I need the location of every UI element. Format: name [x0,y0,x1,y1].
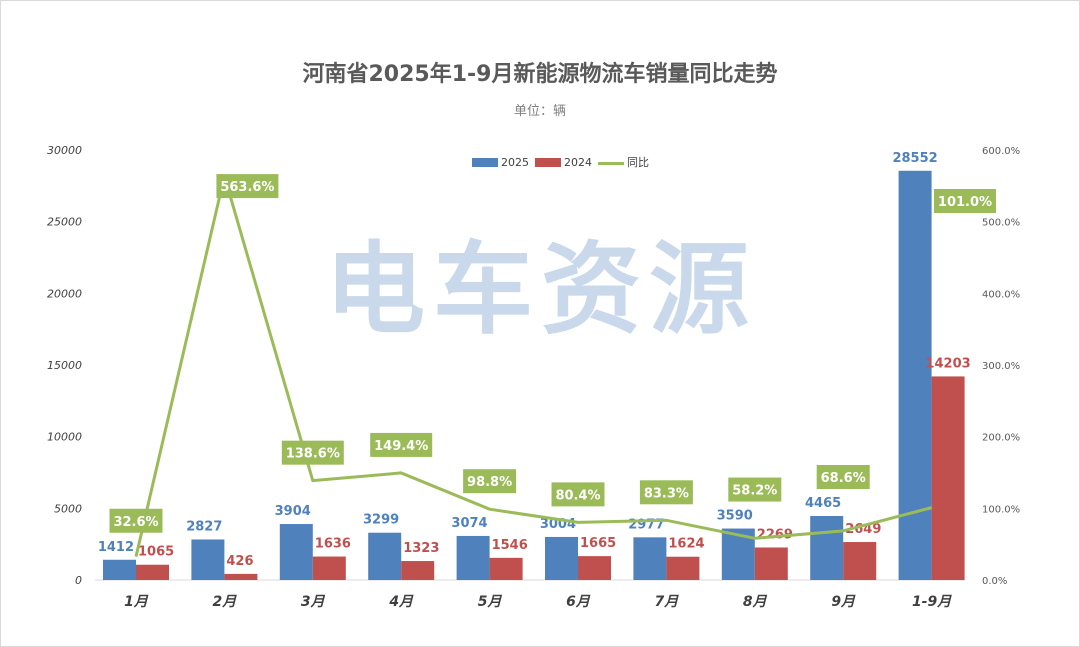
y-right-tick: 0.0% [982,576,1007,587]
y-right-tick: 400.0% [982,289,1020,300]
yoy-label-box [109,508,163,533]
yoy-label-box [728,477,782,502]
bar-2025 [456,535,490,580]
bar-2024 [578,556,611,580]
bar-label-2025: 3299 [363,513,399,528]
bar-2025 [191,539,225,580]
x-tick: 9月 [831,594,856,610]
bar-2024 [843,542,877,580]
x-tick: 1月 [124,594,149,610]
yoy-label: 149.4% [374,439,428,454]
yoy-label-box [551,482,605,507]
bar-2025 [103,559,136,580]
bar-2024 [666,556,700,580]
chart-subtitle: 单位：辆 [513,104,566,119]
bar-label-2024: 1665 [580,536,616,551]
bar-label-2024: 426 [226,554,253,569]
bar-2024 [754,547,788,580]
x-tick: 8月 [743,594,768,610]
yoy-label-box [463,469,517,494]
y-left-tick: 20000 [47,287,82,300]
bar-label-2024: 1323 [403,541,439,556]
yoy-label-box [216,174,279,199]
yoy-label-box [816,465,870,490]
legend-item-yoy: 同比 [598,154,649,170]
x-tick: 5月 [478,594,503,610]
legend: 2025 2024 同比 [472,154,649,170]
y-left-tick: 25000 [47,216,82,229]
bar-2025 [279,524,313,580]
bar-2025 [633,537,667,580]
bar-2024 [312,556,346,580]
bar-label-2024: 1065 [138,545,174,560]
y-right-tick: 300.0% [982,361,1020,372]
legend-item-2025: 2025 [472,156,529,169]
legend-item-2024: 2024 [535,156,592,169]
bar-2025 [810,516,844,580]
chart-title: 河南省2025年1-9月新能源物流车销量同比走势 [302,62,778,87]
yoy-label: 68.6% [821,471,866,486]
yoy-label-box [934,189,996,213]
yoy-label: 138.6% [286,447,340,462]
yoy-label-box [370,432,433,457]
yoy-label: 98.8% [467,475,512,490]
bar-label-2024: 14203 [925,356,970,371]
bar-label-2025: 1412 [98,540,134,555]
y-left-tick: 5000 [54,502,82,515]
yoy-label-box [639,480,693,505]
x-tick: 4月 [388,594,414,610]
bar-2025 [368,532,402,580]
x-tick: 7月 [655,594,680,610]
bar-label-2024: 2649 [845,522,881,537]
bar-label-2024: 1546 [492,538,528,553]
y-right-tick: 600.0% [982,146,1020,157]
x-tick: 2月 [213,594,238,610]
y-left-tick: 15000 [47,359,82,372]
bar-2024 [136,564,169,580]
yoy-label: 80.4% [555,488,600,503]
yoy-line [134,174,932,557]
bar-label-2025: 3074 [451,516,487,531]
bar-label-2024: 1636 [315,537,351,552]
yoy-label: 101.0% [938,195,992,210]
bar-2025 [898,170,932,580]
y-left-tick: 30000 [47,144,82,157]
bar-2024 [489,557,523,580]
bar-label-2025: 3590 [717,509,753,524]
bar-2025 [545,536,578,580]
watermark-logo: 电车资源 [325,231,757,348]
x-tick: 1-9月 [912,594,952,610]
yoy-label: 563.6% [220,180,274,195]
bar-label-2025: 28552 [892,151,937,166]
bar-label-2024: 1624 [668,537,704,552]
yoy-label-box [281,440,344,465]
bar-2024 [931,376,965,580]
bar-2024 [224,573,258,580]
bar-label-2025: 2827 [186,519,222,534]
bar-2024 [401,561,435,580]
y-left-tick: 10000 [47,431,82,444]
y-left-tick: 0 [75,574,82,587]
bar-label-2025: 3904 [275,504,311,519]
y-right-tick: 200.0% [982,433,1020,444]
x-tick: 3月 [301,594,326,610]
yoy-label: 83.3% [644,486,689,501]
yoy-label: 58.2% [732,484,777,499]
y-right-tick: 100.0% [982,504,1020,515]
x-tick: 6月 [566,594,591,610]
y-right-tick: 500.0% [982,218,1020,229]
yoy-label: 32.6% [113,515,158,530]
bar-label-2025: 4465 [805,496,841,511]
